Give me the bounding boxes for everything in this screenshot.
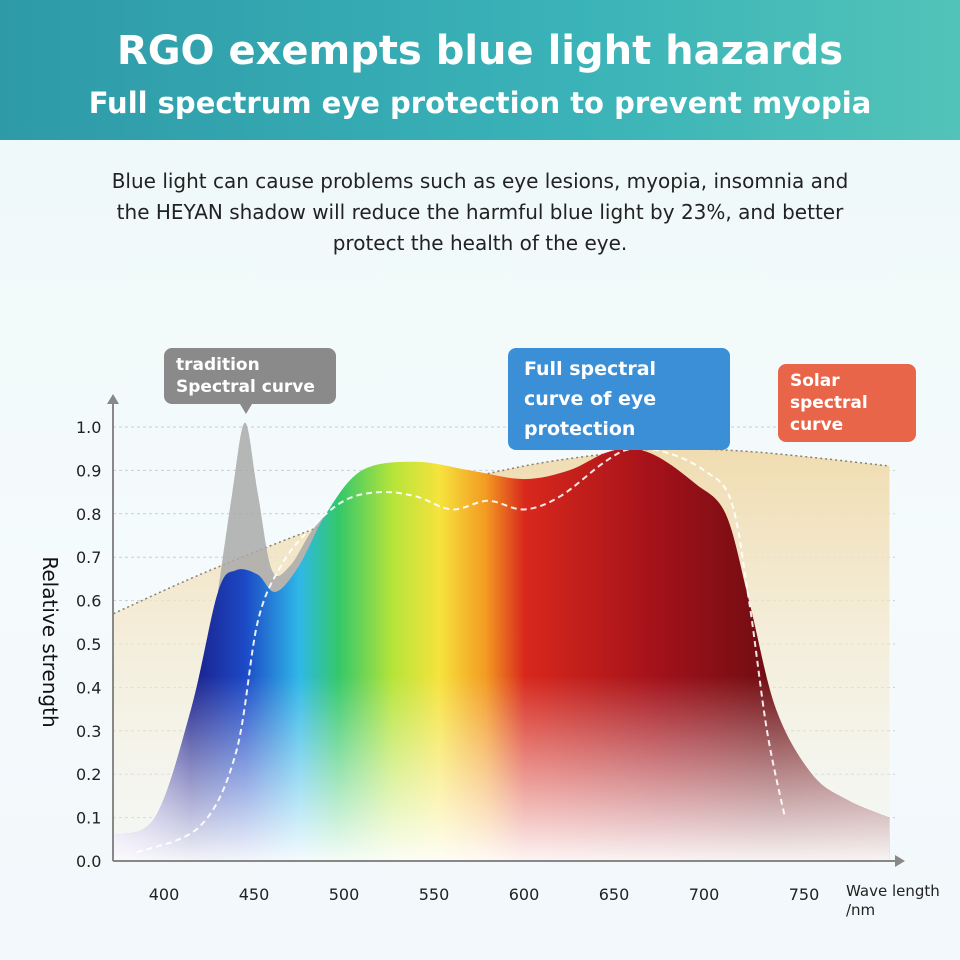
y-tick-label: 0.6 [76,592,101,611]
y-tick-label: 0.0 [76,852,101,871]
y-tick-label: 0.8 [76,505,101,524]
callout-pointer-traditional [240,404,252,414]
y-tick-label: 0.7 [76,548,101,567]
y-tick-label: 0.4 [76,678,101,697]
callout-solar: Solar spectral curve [778,364,916,442]
x-tick-label: 550 [419,885,450,904]
x-tick-label: 650 [599,885,630,904]
y-axis-label: Relative strength [38,556,62,728]
page-subtitle: Full spectrum eye protection to prevent … [88,86,872,120]
y-tick-label: 0.3 [76,722,101,741]
y-axis-arrow [107,394,119,404]
x-tick-label: 750 [789,885,820,904]
y-tick-label: 0.1 [76,809,101,828]
callout-full-spectrum: Full spectral curve of eye protection [508,348,730,450]
x-tick-label: 450 [239,885,270,904]
full-spectrum-fade [113,448,890,861]
x-tick-label: 700 [689,885,720,904]
description: Blue light can cause problems such as ey… [111,169,849,255]
y-tick-label: 0.2 [76,765,101,784]
y-tick-label: 1.0 [76,418,101,437]
x-axis-arrow [895,855,905,867]
solar-curve [113,447,890,615]
x-axis-label: Wave length /nm [846,882,940,919]
x-tick-label: 500 [329,885,360,904]
page-title: RGO exempts blue light hazards [116,28,844,74]
eye-protection-dashed-curve [136,447,786,854]
y-tick-label: 0.9 [76,461,101,480]
header-banner: RGO exempts blue light hazards Full spec… [0,0,960,140]
callout-traditional: tradition Spectral curve [164,348,336,404]
x-tick-label: 400 [149,885,180,904]
y-tick-label: 0.5 [76,635,101,654]
x-tick-label: 600 [509,885,540,904]
